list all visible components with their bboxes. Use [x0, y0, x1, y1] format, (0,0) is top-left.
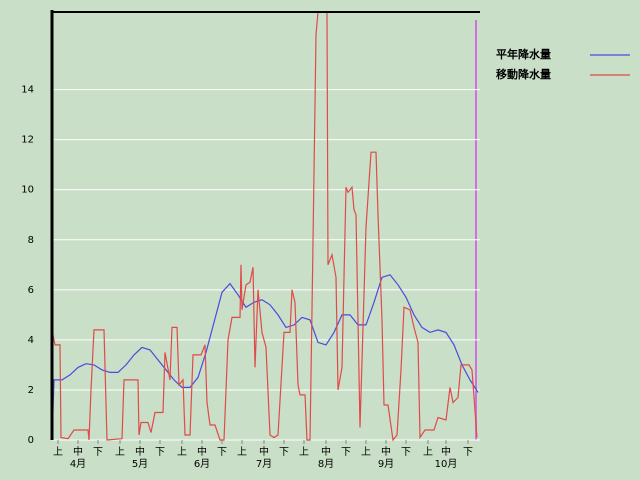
x-tick-label: 下: [401, 447, 411, 458]
x-tick-label: 中: [73, 445, 83, 458]
series-line: [51, 11, 478, 442]
x-tick-label: 下: [279, 447, 289, 458]
y-tick-label: 6: [28, 285, 34, 296]
y-tick-label: 10: [21, 185, 34, 196]
month-label: 6月: [194, 458, 210, 470]
y-tick-label: 8: [28, 235, 34, 246]
x-tick-label: 上: [177, 446, 187, 458]
x-tick-label: 中: [321, 445, 331, 458]
x-tick-label: 上: [361, 446, 371, 458]
x-tick-label: 上: [423, 446, 433, 458]
month-label: 7月: [256, 458, 272, 470]
series-line: [51, 274, 479, 441]
x-tick-label: 中: [381, 445, 391, 458]
x-tick-label: 上: [299, 446, 309, 458]
legend-label: 移動降水量: [496, 67, 551, 81]
x-tick-label: 上: [53, 446, 63, 458]
x-tick-label: 下: [217, 447, 227, 458]
x-tick-label: 中: [441, 445, 451, 458]
month-label: 5月: [132, 458, 148, 470]
month-label: 10月: [435, 458, 458, 470]
x-tick-label: 中: [197, 445, 207, 458]
month-label: 8月: [318, 458, 334, 470]
y-tick-label: 14: [21, 85, 34, 96]
y-tick-label: 12: [21, 135, 34, 146]
x-tick-label: 下: [463, 447, 473, 458]
x-tick-label: 中: [259, 445, 269, 458]
x-tick-label: 中: [135, 445, 145, 458]
y-tick-label: 2: [28, 385, 34, 396]
month-label: 4月: [70, 458, 86, 470]
x-tick-label: 下: [341, 447, 351, 458]
x-tick-label: 上: [237, 446, 247, 458]
legend-label: 平年降水量: [496, 47, 551, 61]
x-tick-label: 上: [115, 446, 125, 458]
y-tick-label: 4: [28, 335, 34, 346]
month-label: 9月: [378, 458, 394, 470]
x-tick-label: 下: [93, 447, 103, 458]
x-tick-label: 下: [155, 447, 165, 458]
y-tick-label: 0: [28, 435, 34, 446]
